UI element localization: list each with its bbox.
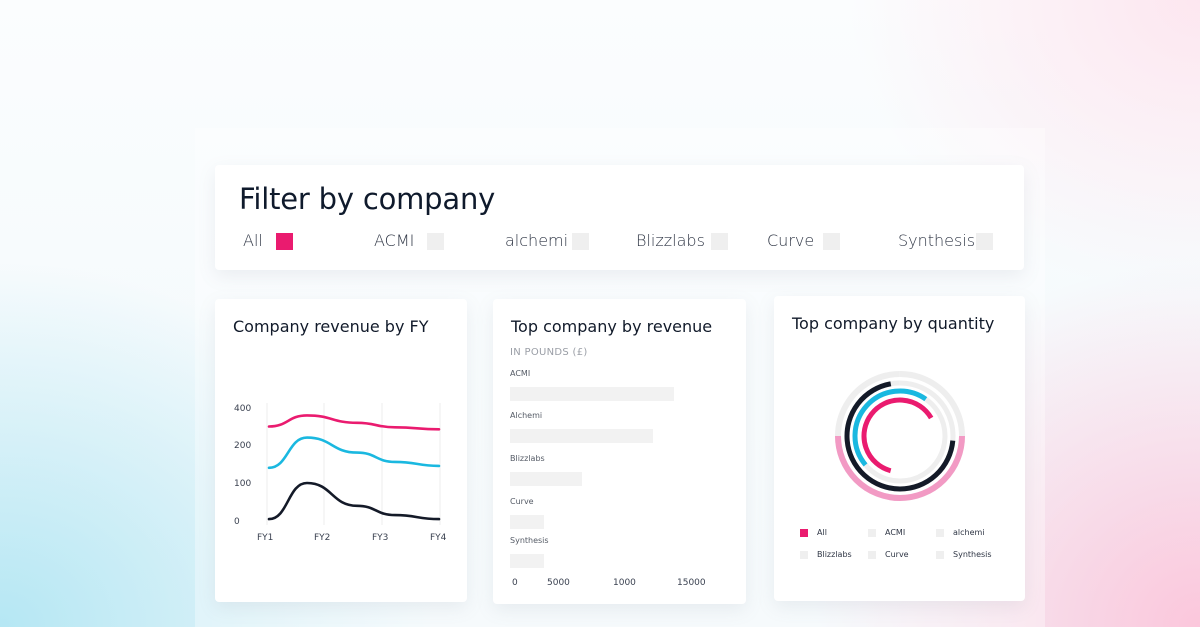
legend-swatch [936,550,944,559]
filter-checkbox-curve[interactable] [823,233,840,250]
legend-item-curve[interactable]: Curve [868,550,909,559]
legend-label: Synthesis [953,550,992,559]
bar-label: Alchemi [510,411,543,420]
bar-label: ACMI [510,369,531,378]
bar-label: Synthesis [510,536,549,545]
filter-checkbox-alchemi[interactable] [572,233,589,250]
filter-option-label: Synthesis [898,231,976,250]
y-tick-label: 100 [234,479,251,489]
legend-item-acmi[interactable]: ACMI [868,528,905,537]
legend-label: Blizzlabs [817,550,852,559]
filter-option-all[interactable]: All [243,231,263,250]
bar-label: Curve [510,497,534,506]
filter-card: Filter by company All ACMI alchemi Blizz… [215,165,1024,270]
top-company-quantity-card: Top company by quantity All ACMI alchemi… [774,296,1025,601]
legend-label: ACMI [885,528,906,537]
legend-label: All [817,528,827,537]
filter-checkbox-all[interactable] [276,233,293,250]
legend-item-alchemi[interactable]: alchemi [936,528,985,537]
chart-title: Company revenue by FY [233,317,429,336]
filter-checkbox-acmi[interactable] [427,233,444,250]
x-tick-label: 1000 [613,578,636,588]
legend-swatch [936,528,944,537]
filter-option-alchemi[interactable]: alchemi [505,231,568,250]
chart-title: Top company by revenue [511,317,713,336]
x-tick-label: FY2 [314,533,330,543]
bar [510,515,545,529]
legend-swatch [868,550,876,559]
filter-checkbox-synthesis[interactable] [976,233,993,250]
filter-option-label: ACMI [374,231,415,250]
bar [510,429,653,443]
legend-label: Curve [885,550,909,559]
filter-option-blizzlabs[interactable]: Blizzlabs [636,231,705,250]
legend-item-all[interactable]: All [800,528,827,537]
chart-title: Top company by quantity [792,314,995,333]
x-tick-label: FY3 [372,533,388,543]
filter-option-label: Blizzlabs [636,231,705,250]
legend-swatch [868,528,876,537]
radial-chart [835,371,965,501]
radial-ring [861,397,934,474]
bar [510,472,582,486]
radial-ring [844,381,956,492]
legend-label: alchemi [953,528,985,537]
bar-label: Blizzlabs [510,454,545,463]
legend-item-blizzlabs[interactable]: Blizzlabs [800,550,852,559]
revenue-by-fy-card: Company revenue by FY 400 200 100 0 FY1 FY2 F… [215,299,467,602]
bar [510,554,545,568]
x-tick-label: FY4 [430,533,447,543]
y-tick-label: 400 [234,404,251,414]
series-line [267,436,441,470]
x-tick-label: 5000 [547,578,570,588]
series-line [267,481,441,521]
filter-option-label: alchemi [505,231,569,250]
series-line [267,414,441,431]
filter-title: Filter by company [239,182,496,216]
filter-option-label: All [243,231,263,250]
top-company-revenue-card: Top company by revenue IN POUNDS (£) ACM… [493,299,746,604]
chart-subtitle: IN POUNDS (£) [510,347,588,358]
legend-item-synthesis[interactable]: Synthesis [936,550,992,559]
legend-swatch [800,528,808,537]
bar [510,387,674,401]
legend-swatch [800,550,808,559]
x-tick-label: FY1 [257,533,273,543]
filter-option-acmi[interactable]: ACMI [374,231,414,250]
y-tick-label: 200 [234,441,251,451]
y-tick-label: 0 [234,517,240,527]
filter-option-synthesis[interactable]: Synthesis [898,231,975,250]
filter-checkbox-blizzlabs[interactable] [711,233,728,250]
x-tick-label: 15000 [677,578,706,588]
radial-ring [852,388,928,467]
filter-option-curve[interactable]: Curve [767,231,814,250]
x-tick-label: 0 [512,578,518,588]
radial-ring [835,435,965,501]
line-chart: 400 200 100 0 FY1 FY2 FY3 FY4 [234,403,447,543]
filter-option-label: Curve [767,231,815,250]
